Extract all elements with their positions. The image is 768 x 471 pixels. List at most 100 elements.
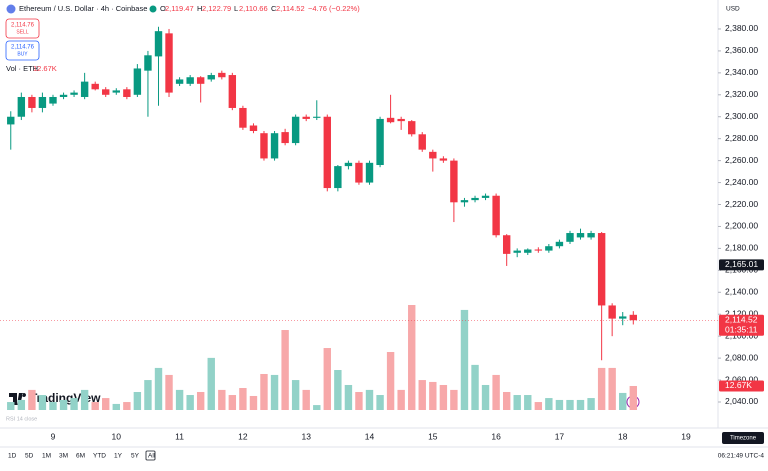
clock: 06:21:49 UTC-4 (718, 453, 765, 460)
candle-body (608, 305, 616, 319)
range-button[interactable]: 1M (42, 453, 51, 460)
candle-body (196, 77, 205, 84)
candle-body (123, 89, 131, 97)
volume-bar (376, 395, 384, 410)
candle-body (386, 117, 395, 123)
range-button[interactable]: YTD (93, 453, 106, 460)
volume-bar (70, 398, 78, 410)
x-tick-label: 16 (491, 431, 501, 441)
range-button[interactable]: 5D (25, 453, 34, 460)
candle-body (355, 162, 363, 183)
range-button[interactable]: 5Y (131, 453, 140, 460)
volume-bar (291, 380, 300, 410)
candle-body (91, 83, 99, 90)
candle-body (460, 200, 469, 203)
volume-bar (608, 367, 616, 410)
y-tick-label: 2,300.00 (725, 111, 758, 121)
candle-body (70, 92, 78, 95)
x-tick-label: 12 (238, 431, 248, 441)
candle-body (323, 116, 331, 189)
candle-body (175, 79, 184, 84)
volume-bar (133, 391, 142, 410)
candle-body (576, 233, 585, 238)
candle-body (249, 125, 258, 132)
candle-body (38, 96, 47, 108)
candle-body (566, 233, 574, 242)
symbol-title: Ethereum / U.S. Dollar · 4h · Coinbase (19, 4, 147, 13)
calendar-icon[interactable] (145, 450, 156, 461)
volume-bar (154, 367, 163, 410)
volume-bar (91, 402, 99, 410)
volume-bar (429, 381, 437, 410)
volume-bar (334, 370, 342, 410)
candle-body (334, 166, 342, 189)
candle-body (165, 33, 173, 93)
volume-bar (439, 384, 448, 410)
y-tick-label: 2,240.00 (725, 177, 758, 187)
last-price-label: 2,114.52 (725, 314, 758, 324)
header: Ethereum / U.S. Dollar · 4h · Coinbase O… (6, 4, 360, 14)
volume-bar (386, 352, 395, 410)
volume-bar (545, 398, 553, 410)
candle-body (186, 77, 194, 84)
candle-body (17, 96, 26, 117)
volume-bar (260, 373, 268, 410)
range-button[interactable]: 3M (59, 453, 68, 460)
candle-body (313, 116, 321, 118)
coin-icon (6, 4, 16, 14)
volume-bar (175, 389, 184, 410)
volume-bar (492, 374, 500, 410)
volume-bar (49, 402, 57, 410)
volume-bar (302, 389, 310, 410)
volume-bar (196, 391, 205, 410)
candle-body (302, 116, 310, 119)
buy-button[interactable] (5, 40, 40, 61)
volume-bar (555, 399, 564, 410)
candle-body (513, 250, 521, 253)
candle-body (502, 235, 511, 254)
legend-key: L (234, 4, 238, 13)
y-tick-label: 2,280.00 (725, 133, 758, 143)
range-button[interactable]: 1D (8, 453, 17, 460)
y-tick-label: 2,360.00 (725, 45, 758, 55)
range-button[interactable]: All (148, 453, 156, 460)
volume-bar (144, 380, 152, 410)
x-tick-label: 15 (428, 431, 438, 441)
candle-body (481, 195, 490, 198)
x-tick-label: 10 (112, 431, 122, 441)
candle-body (154, 31, 163, 57)
range-button[interactable]: 1Y (114, 453, 123, 460)
volume-bar (323, 348, 331, 410)
candle-body (408, 121, 416, 135)
legend-value: 2,110.66 (239, 4, 268, 13)
volume-bar (534, 402, 543, 410)
volume-bar (270, 374, 279, 410)
volume-bar (218, 389, 226, 410)
sell-button[interactable] (5, 18, 40, 39)
y-tick-label: 2,140.00 (725, 287, 758, 297)
status-dot (149, 5, 157, 13)
range-button[interactable]: 6M (76, 453, 85, 460)
candle-body (397, 118, 405, 122)
volume-bar (112, 403, 120, 410)
y-tick-label: 2,220.00 (725, 199, 758, 209)
volume-bar (102, 398, 110, 410)
x-tick-label: 11 (175, 431, 184, 441)
volume-bar (408, 305, 416, 410)
y-tick-label: 2,040.00 (725, 396, 758, 406)
candle-body (291, 116, 300, 144)
y-tick-label: 2,060.00 (725, 374, 758, 384)
volume-bar (281, 330, 289, 410)
buy-label: BUY (17, 51, 28, 57)
volume-bar (123, 402, 131, 410)
candle-body (418, 134, 426, 150)
x-tick-label: 19 (681, 431, 691, 441)
candle-body (471, 197, 479, 201)
buy-price: 2,114.76 (11, 45, 35, 51)
legend-key: C (271, 4, 277, 13)
volume-bar (576, 399, 585, 410)
trade-buttons[interactable]: 2,114.76 SELL 2,114.76 BUY (5, 18, 40, 61)
timezone-button[interactable] (722, 432, 764, 444)
candle-body (144, 55, 152, 71)
candle-body (260, 133, 268, 159)
